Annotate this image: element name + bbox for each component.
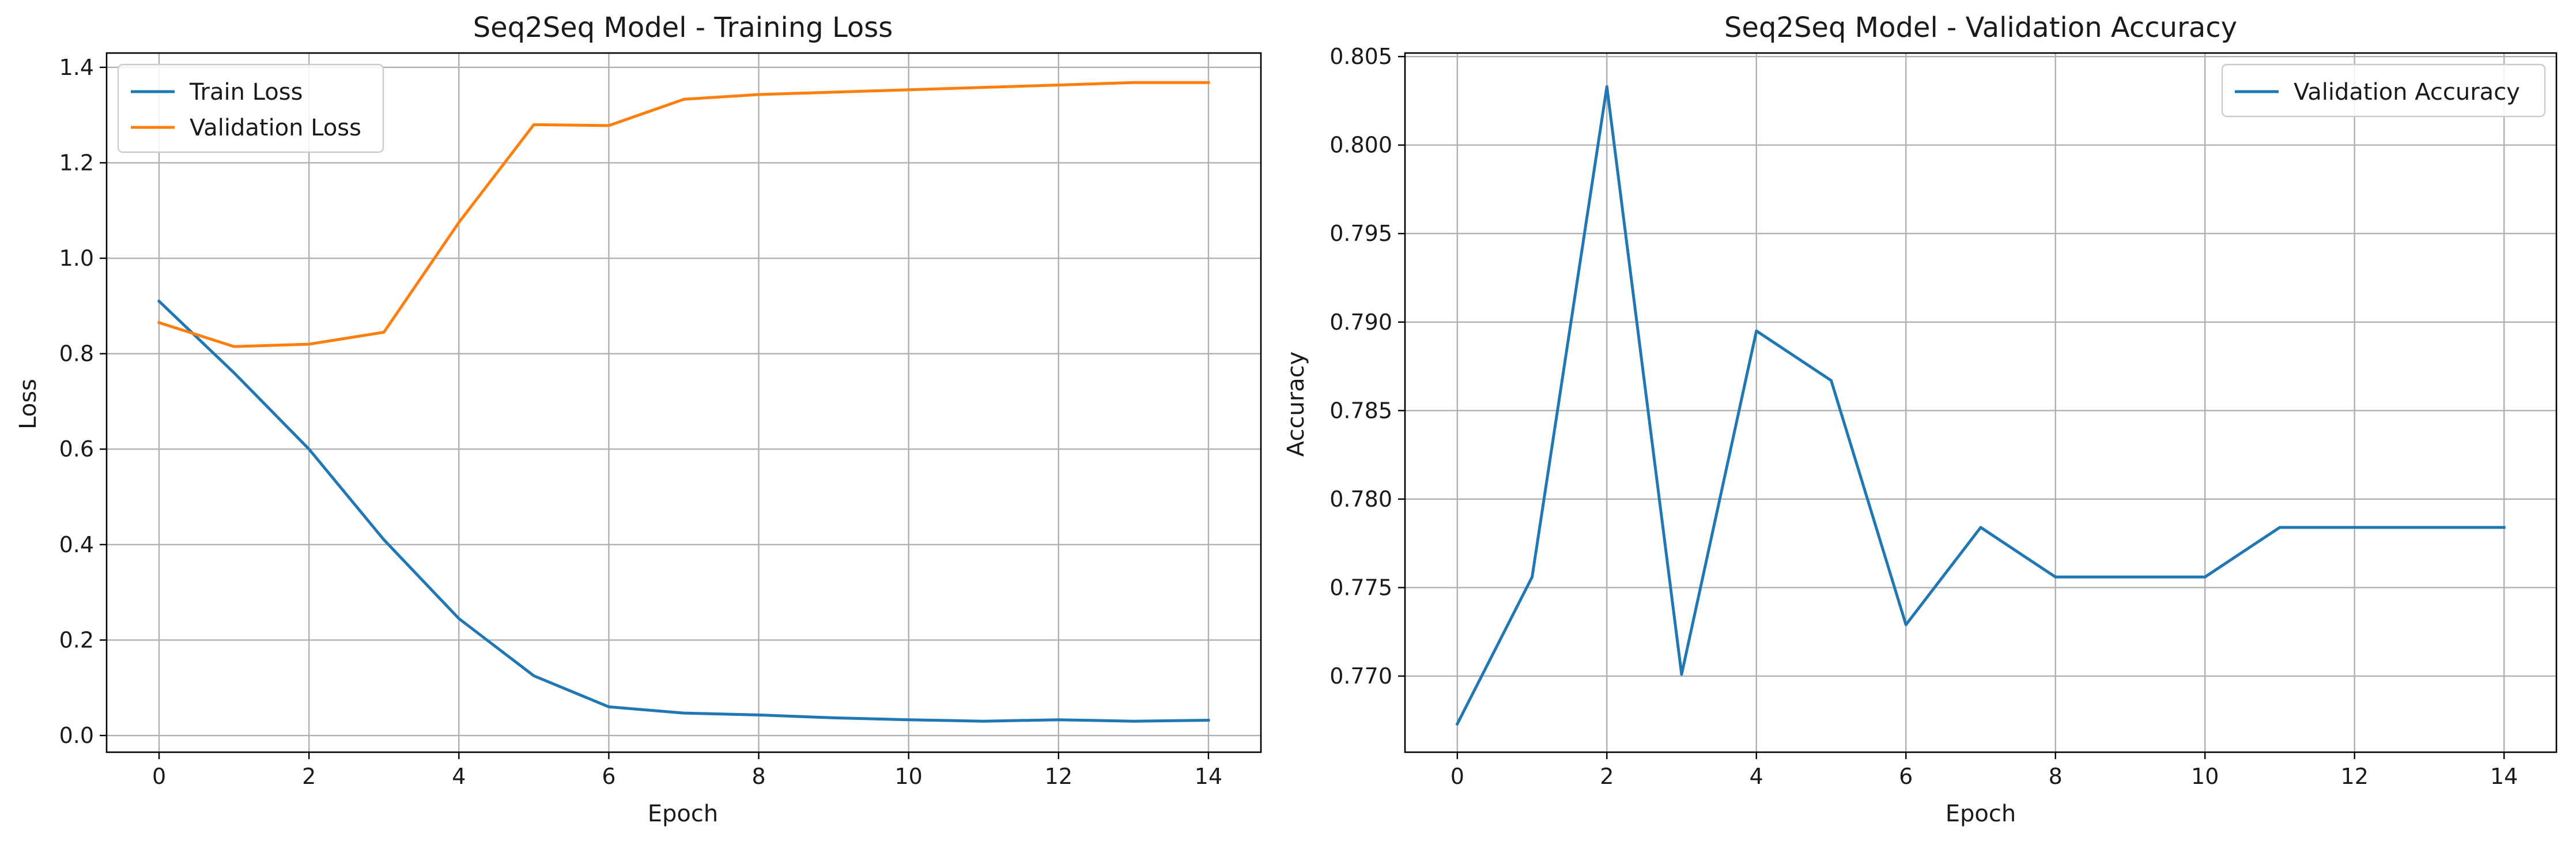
y-axis-label: Loss	[15, 379, 41, 429]
legend-box	[2221, 63, 2546, 118]
x-tick-label: 12	[1045, 764, 1072, 789]
validation-accuracy-chart: Seq2Seq Model - Validation Accuracy Epoc…	[1283, 12, 2558, 827]
y-tick-label: 0.790	[1329, 310, 1392, 335]
x-axis-label: Epoch	[1946, 801, 2016, 827]
y-tick-label: 0.770	[1329, 663, 1392, 689]
x-tick-label: 14	[1195, 764, 1222, 789]
series-line-0	[1455, 85, 2506, 726]
y-tick-label: 0.0	[59, 723, 94, 748]
y-tick-label: 0.4	[59, 532, 94, 557]
y-tick-label: 0.780	[1329, 486, 1392, 512]
x-tick-label: 10	[2191, 764, 2219, 789]
y-tick-label: 1.0	[59, 246, 94, 271]
x-tick-label: 8	[2049, 764, 2063, 789]
axes-frame	[1404, 52, 2558, 753]
x-tick-label: 6	[1899, 764, 1913, 789]
legend-box	[117, 63, 384, 153]
legend: Validation Accuracy	[2221, 63, 2546, 118]
y-tick-label: 0.805	[1329, 44, 1392, 69]
training-loss-chart: Seq2Seq Model - Training Loss Epoch Loss…	[15, 12, 1262, 827]
y-tick-label: 0.8	[59, 341, 94, 367]
legend-label-0: Validation Accuracy	[2294, 79, 2520, 105]
x-tick-label: 4	[1750, 764, 1763, 789]
legend-label-0: Train Loss	[189, 79, 303, 105]
x-tick-label: 8	[751, 764, 765, 789]
y-tick-label: 0.785	[1329, 398, 1392, 423]
y-axis-label: Accuracy	[1283, 352, 1309, 457]
x-tick-label: 0	[152, 764, 166, 789]
y-tick-label: 0.775	[1329, 575, 1392, 600]
chart-title: Seq2Seq Model - Validation Accuracy	[1724, 12, 2237, 44]
y-tick-label: 1.4	[59, 55, 94, 80]
legend-label-1: Validation Loss	[190, 115, 361, 141]
series-line-0	[157, 299, 1210, 723]
y-tick-label: 0.2	[59, 627, 94, 652]
legend: Train Loss Validation Loss	[117, 63, 384, 153]
x-tick-label: 10	[895, 764, 923, 789]
x-tick-label: 0	[1451, 764, 1464, 789]
x-tick-label: 2	[302, 764, 316, 789]
x-axis-label: Epoch	[648, 801, 718, 827]
y-tick-label: 0.800	[1329, 133, 1392, 158]
chart-title: Seq2Seq Model - Training Loss	[473, 12, 893, 44]
y-tick-label: 0.795	[1329, 221, 1392, 246]
series-line-1	[157, 81, 1210, 348]
x-tick-label: 2	[1600, 764, 1614, 789]
y-tick-label: 0.6	[59, 436, 94, 462]
x-tick-label: 12	[2341, 764, 2369, 789]
x-tick-label: 6	[602, 764, 615, 789]
axes-frame	[105, 52, 1262, 753]
x-tick-label: 14	[2490, 764, 2518, 789]
y-tick-label: 1.2	[59, 150, 94, 175]
x-tick-label: 4	[452, 764, 466, 789]
